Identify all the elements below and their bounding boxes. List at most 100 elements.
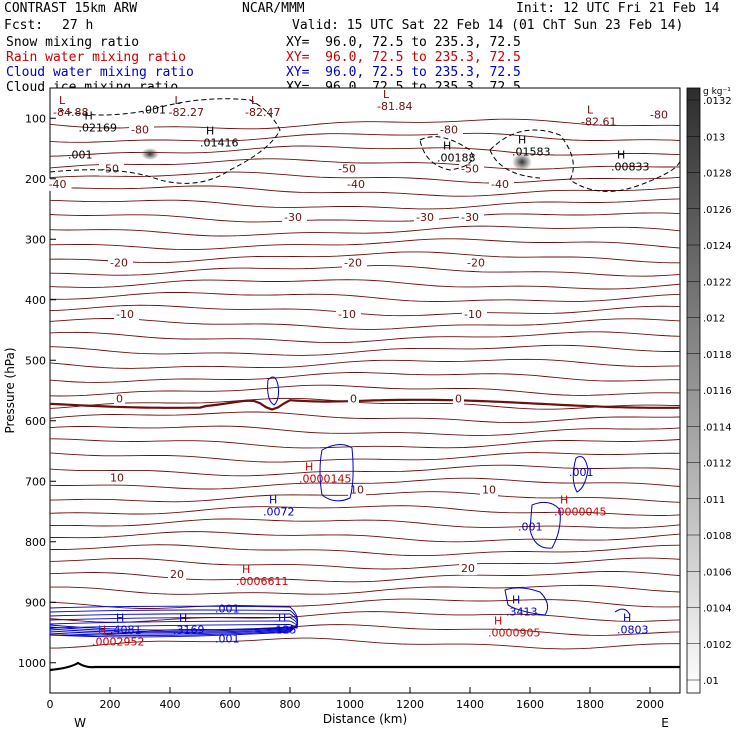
isotherm-label: 20 <box>461 562 475 575</box>
axes: 0 200 400 600 800 1000 1200 1400 1600 1800 2000100… <box>3 112 669 730</box>
snow-ice-maximum-value: .01583 <box>512 146 551 159</box>
isotherm-line <box>49 251 680 264</box>
isotherm-line <box>49 225 681 237</box>
x-tick-label: 600 <box>220 698 241 711</box>
isotherm-label-bg <box>480 484 498 497</box>
colorbar-unit: g kg⁻¹ <box>703 87 731 97</box>
y-tick-label: 400 <box>25 294 46 307</box>
cloud-water-maximum-value: .3413 <box>506 605 538 618</box>
isotherm-label: 20 <box>170 568 184 581</box>
isotherm-line <box>49 637 680 650</box>
y-tick-label: 300 <box>25 233 46 246</box>
freezing-level-line <box>49 398 681 411</box>
x-tick-label: 200 <box>100 698 121 711</box>
colorbar-tick-label: .0128 <box>703 169 732 180</box>
colorbar-tick-label: .0124 <box>703 241 732 252</box>
snow-max-shading <box>512 153 532 171</box>
temperature-minimum-value: -81.84 <box>377 100 412 113</box>
isotherm-label-bg <box>465 257 490 270</box>
isotherm-label-bg <box>438 124 463 137</box>
isotherm-label-bg <box>348 393 359 406</box>
isotherm-line <box>49 425 681 436</box>
cloud-water-maximum-value: .3169 <box>173 624 205 637</box>
moisture-contours <box>49 98 681 672</box>
y-tick-label: 1000 <box>18 657 46 670</box>
isotherm-line <box>50 584 681 595</box>
isotherm-label: 0 <box>116 393 123 406</box>
colorbar-gradient <box>686 87 701 694</box>
cloud-water-maximum-marker: H <box>512 593 520 606</box>
snow-ice-maximum-value: .01416 <box>200 136 239 149</box>
cloud-water-contour <box>504 587 549 616</box>
isotherm-line <box>49 358 681 369</box>
isotherm-label: -20 <box>110 256 128 269</box>
isotherm-label: 0 <box>455 393 462 406</box>
isotherm-line <box>49 118 681 130</box>
field-name-rain: Rain water mixing ratio <box>6 50 187 65</box>
colorbar-tick-label: .0122 <box>703 277 732 288</box>
isotherm-line <box>49 464 681 477</box>
cloud-water-contour <box>319 444 354 502</box>
x-end-label-west: W <box>74 716 86 730</box>
snow-ice-maximum-marker: H <box>206 124 214 137</box>
cloud-water-maximum-value: .001 <box>569 466 594 479</box>
rain-maximum-marker: H <box>305 460 313 473</box>
isotherm-line <box>49 372 680 383</box>
colorbar-tick-label: .0112 <box>703 459 732 470</box>
colorbar-tick-label: .0102 <box>703 640 732 651</box>
colorbar-tick-label: .013 <box>703 132 725 143</box>
org-label: NCAR/MMM <box>242 1 305 16</box>
isotherm-label-bg <box>108 257 133 270</box>
field-xy-rain: XY= 96.0, 72.5 to 235.3, 72.5 <box>286 50 521 65</box>
isotherm-label: -40 <box>49 178 67 191</box>
isotherm-line <box>49 171 681 184</box>
cloud-water-maximum-value: .001 <box>518 521 543 534</box>
colorbar-tick-label: .0104 <box>703 604 732 615</box>
y-tick-label: 500 <box>25 354 46 367</box>
isotherm-label-bg <box>453 393 464 406</box>
isotherm-line <box>49 304 681 317</box>
cloud-water-maximum-marker: H <box>623 612 631 625</box>
temperature-minimum-value: -82.61 <box>581 115 616 128</box>
isotherm-label: -10 <box>338 308 356 321</box>
x-tick-label: 1000 <box>336 698 364 711</box>
colorbar-tick-label: .01 <box>703 676 719 687</box>
isotherm-line <box>49 452 681 463</box>
isotherm-label-bg <box>46 178 72 191</box>
x-tick-label: 0 <box>47 698 54 711</box>
cloud-water-contour <box>529 501 561 549</box>
snow-ice-contour <box>419 136 473 171</box>
isotherm-line <box>49 291 681 302</box>
isotherm-label: 10 <box>482 483 496 496</box>
isotherm-label-bg <box>459 563 477 575</box>
field-name-snow: Snow mixing ratio <box>6 35 140 50</box>
y-tick-label: 700 <box>25 475 46 488</box>
isotherm-label-bg <box>342 257 367 270</box>
snow-ice-maximum-marker: H <box>518 134 526 147</box>
isotherm-label-bg <box>414 212 439 225</box>
x-tick-label: 800 <box>280 698 301 711</box>
isotherm-label-bg <box>282 212 307 225</box>
init-time: Init: 12 UTC Fri 21 Feb 14 <box>516 1 720 16</box>
cloud-water-maximum-value: .001 <box>215 633 240 646</box>
rain-maximum-value: .0002952 <box>92 636 145 649</box>
cloud-water-maximum-value: .001 <box>215 602 240 615</box>
cloud-water-maximum-value: .4081 <box>110 624 142 637</box>
y-tick-label: 900 <box>25 596 46 609</box>
rain-maximum-marker: H <box>98 624 106 637</box>
forecast-value: 27 h <box>62 18 94 33</box>
colorbar-tick-label: .011 <box>703 495 725 506</box>
isotherm-label-bg <box>336 308 361 321</box>
field-name-cloudwater: Cloud water mixing ratio <box>6 65 194 80</box>
cloud-water-maximum-marker: H <box>278 612 286 625</box>
isotherm-label-bg <box>108 472 126 485</box>
snow-ice-maximum-value: .00833 <box>611 161 650 174</box>
isotherm-label-bg <box>489 178 514 191</box>
isotherm-label: -50 <box>101 163 119 176</box>
isotherm-line <box>49 344 680 356</box>
temperature-minimum-value: -82.27 <box>169 106 204 119</box>
isotherm-label: -10 <box>116 308 134 321</box>
terrain-line <box>49 661 680 672</box>
rain-maximum-marker: H <box>242 563 250 576</box>
x-axis-label: Distance (km) <box>323 712 407 726</box>
